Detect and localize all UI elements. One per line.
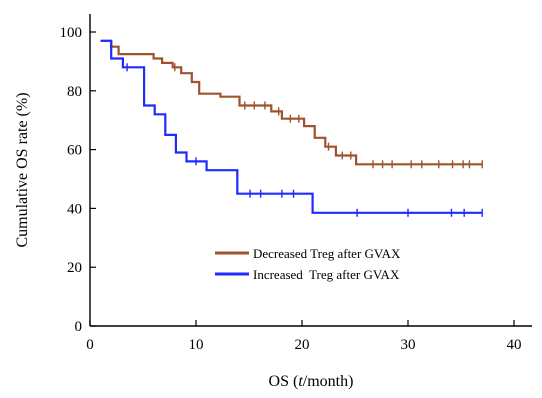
series-line-0 <box>100 39 483 166</box>
x-tick-label: 20 <box>295 337 310 353</box>
legend-label-increased: Increased Treg after GVAX <box>253 267 400 282</box>
y-tick-label: 20 <box>67 260 82 276</box>
legend-label-decreased: Decreased Treg after GVAX <box>253 246 401 261</box>
legend: Decreased Treg after GVAX Increased Treg… <box>215 246 401 282</box>
plot-frame <box>89 14 532 327</box>
x-axis-title-suffix: /month) <box>303 373 354 390</box>
x-axis-title: OS (t/month) <box>269 373 354 390</box>
y-tick-label: 80 <box>67 84 82 100</box>
y-tick-label: 40 <box>67 201 82 217</box>
series-line-1 <box>100 39 483 214</box>
x-ticks: 0 10 20 30 40 <box>86 320 522 353</box>
y-tick-label: 100 <box>60 25 83 41</box>
y-axis-title: Cumulative OS rate (%) <box>14 92 31 247</box>
series-layer <box>100 39 483 217</box>
x-tick-label: 0 <box>86 337 94 353</box>
x-tick-label: 30 <box>401 337 416 353</box>
x-axis-title-prefix: OS ( <box>269 373 299 390</box>
y-tick-label: 0 <box>75 319 83 335</box>
y-ticks: 0 20 40 60 80 100 <box>60 25 96 335</box>
y-tick-label: 60 <box>67 143 82 159</box>
x-tick-label: 10 <box>189 337 204 353</box>
x-tick-label: 40 <box>507 337 522 353</box>
x-axis-title-variable: t <box>298 373 303 390</box>
